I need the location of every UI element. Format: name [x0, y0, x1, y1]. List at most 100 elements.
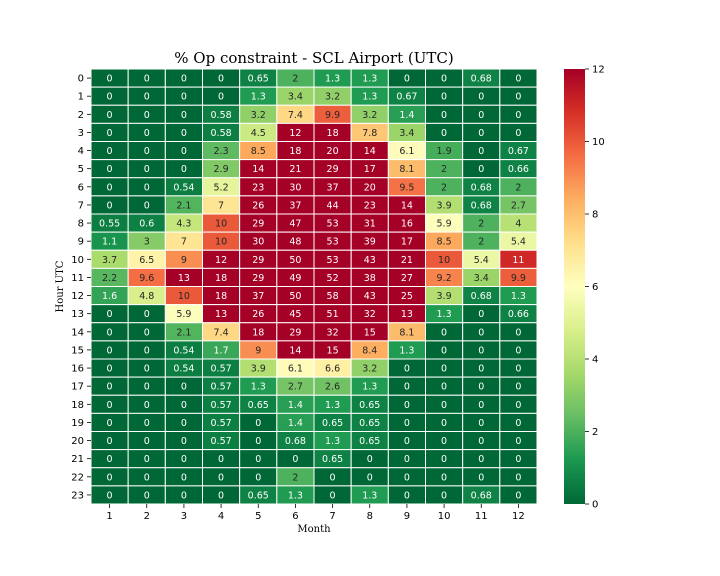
cell-value-label: 1.3	[325, 436, 340, 447]
cell-value-label: 25	[401, 291, 413, 302]
cell-value-label: 58	[327, 291, 339, 302]
cell-value-label: 38	[364, 273, 376, 284]
cell-value-label: 0	[181, 436, 187, 447]
cell-value-label: 2	[441, 182, 447, 193]
cell-value-label: 0	[107, 309, 113, 320]
cell-value-label: 0	[144, 182, 150, 193]
cell-value-label: 2.1	[176, 200, 191, 211]
cell-value-label: 0	[515, 364, 521, 375]
cell-value-label: 11	[512, 255, 524, 266]
cell-value-label: 1.9	[437, 146, 452, 157]
cell-value-label: 29	[327, 164, 339, 175]
cell-value-label: 0	[181, 146, 187, 157]
cell-value-label: 0	[478, 382, 484, 393]
cell-value-label: 0	[181, 400, 187, 411]
cell-value-label: 0	[144, 92, 150, 103]
cell-value-label: 18	[252, 327, 264, 338]
cell-value-label: 0	[218, 92, 224, 103]
x-tick-label: 8	[367, 511, 373, 522]
cell-value-label: 9	[255, 345, 261, 356]
y-tick-label: 0	[78, 74, 84, 85]
cell-value-label: 2	[292, 472, 298, 483]
cell-value-label: 0.54	[173, 182, 194, 193]
cell-value-label: 0.54	[173, 364, 194, 375]
cell-value-label: 1.3	[325, 400, 340, 411]
cell-value-label: 0	[107, 400, 113, 411]
cell-value-label: 0	[478, 327, 484, 338]
cell-value-label: 0	[255, 436, 261, 447]
cell-value-label: 0	[144, 74, 150, 85]
cell-value-label: 12	[215, 255, 227, 266]
cell-value-label: 0.54	[173, 345, 194, 356]
cell-value-label: 7.4	[214, 327, 229, 338]
cell-value-label: 0	[144, 327, 150, 338]
cell-value-label: 50	[289, 255, 301, 266]
cell-value-label: 0.68	[285, 436, 306, 447]
cell-value-label: 1.3	[251, 382, 266, 393]
cell-value-label: 3.2	[362, 364, 377, 375]
y-tick-label: 18	[71, 400, 84, 411]
cell-value-label: 0	[144, 400, 150, 411]
cell-value-label: 6.5	[139, 255, 154, 266]
cell-value-label: 52	[327, 273, 339, 284]
cell-value-label: 0	[478, 345, 484, 356]
cell-value-label: 0	[478, 472, 484, 483]
cell-value-label: 9.6	[139, 273, 154, 284]
cell-value-label: 0	[181, 454, 187, 465]
cell-value-label: 1.6	[102, 291, 117, 302]
cell-value-label: 8.1	[399, 327, 414, 338]
x-tick-label: 1	[106, 511, 112, 522]
cell-value-label: 1.3	[251, 92, 266, 103]
cell-value-label: 0	[255, 454, 261, 465]
cell-value-label: 15	[364, 327, 376, 338]
cell-value-label: 0	[181, 128, 187, 139]
cell-value-label: 0	[181, 490, 187, 501]
cell-value-label: 0	[404, 454, 410, 465]
cell-value-label: 0	[515, 92, 521, 103]
cell-value-label: 2	[478, 219, 484, 230]
cell-value-label: 0.66	[508, 164, 529, 175]
y-tick-label: 11	[71, 273, 84, 284]
cell-value-label: 48	[289, 237, 301, 248]
cell-value-label: 0	[107, 327, 113, 338]
cell-value-label: 0.57	[211, 418, 232, 429]
cell-value-label: 0	[181, 110, 187, 121]
cell-value-label: 3.2	[325, 92, 340, 103]
cell-value-label: 23	[364, 200, 376, 211]
cell-value-label: 0.6	[139, 219, 154, 230]
cell-value-label: 0	[441, 92, 447, 103]
cell-value-label: 0	[292, 454, 298, 465]
x-tick-label: 4	[218, 511, 224, 522]
chart-title: % Op constraint - SCL Airport (UTC)	[174, 49, 453, 67]
y-tick-label: 10	[71, 255, 84, 266]
cell-value-label: 0	[441, 382, 447, 393]
cell-value-label: 10	[215, 219, 227, 230]
cell-value-label: 0	[441, 110, 447, 121]
x-tick-label: 7	[329, 511, 335, 522]
cell-value-label: 37	[289, 200, 301, 211]
cell-value-label: 5.4	[474, 255, 489, 266]
cell-value-label: 14	[364, 146, 376, 157]
cell-value-label: 5.4	[511, 237, 526, 248]
cell-value-label: 1.1	[102, 237, 117, 248]
cell-value-label: 3.4	[399, 128, 414, 139]
cell-value-label: 0	[144, 110, 150, 121]
cell-value-label: 0.55	[99, 219, 120, 230]
cell-value-label: 2	[292, 74, 298, 85]
cell-value-label: 2.6	[325, 382, 340, 393]
colorbar-tick-label: 6	[592, 282, 598, 293]
cell-value-label: 3.9	[437, 291, 452, 302]
cell-value-label: 0	[107, 418, 113, 429]
cell-value-label: 0	[515, 472, 521, 483]
cell-value-label: 0.65	[248, 490, 269, 501]
cell-value-label: 17	[364, 164, 376, 175]
cell-value-label: 0.68	[471, 182, 492, 193]
cell-value-label: 0	[441, 454, 447, 465]
cell-value-label: 0	[441, 364, 447, 375]
cell-value-label: 31	[364, 219, 376, 230]
cell-value-label: 2	[515, 182, 521, 193]
cell-value-label: 0.65	[248, 74, 269, 85]
cell-value-label: 0	[441, 345, 447, 356]
cell-value-label: 0	[478, 164, 484, 175]
cell-value-label: 2	[478, 237, 484, 248]
